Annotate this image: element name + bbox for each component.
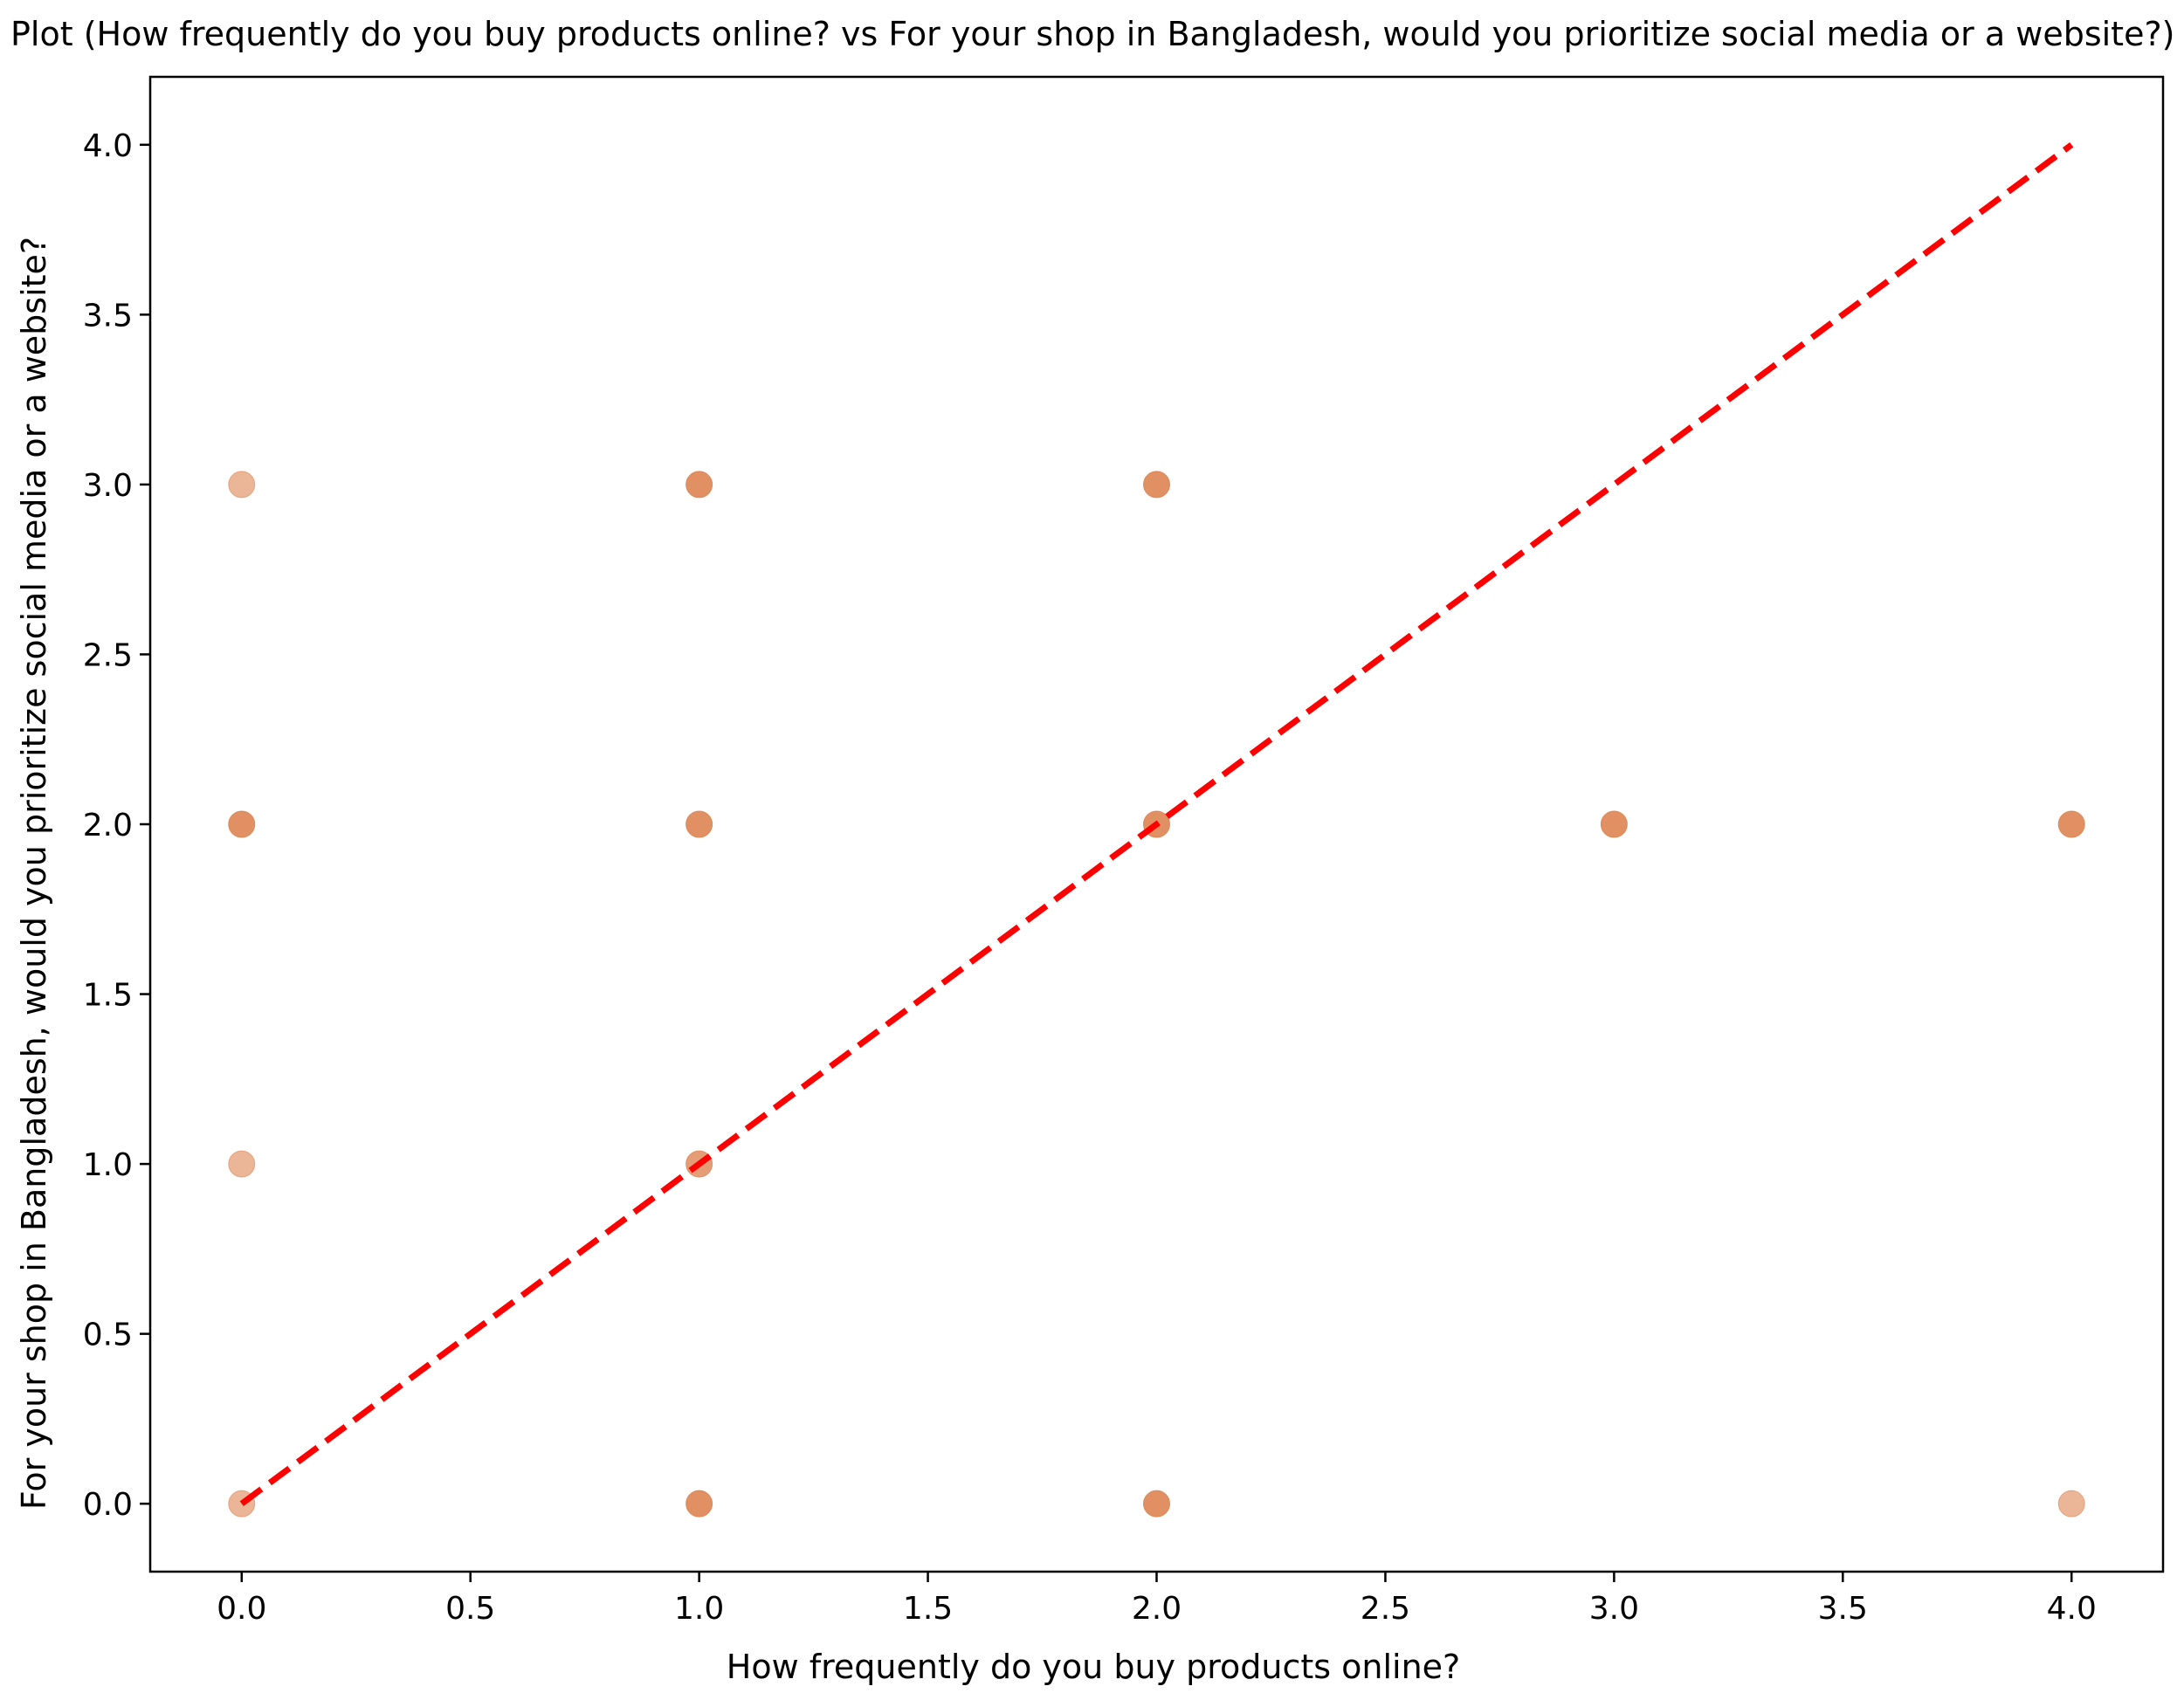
x-tick-label: 2.0: [1132, 1591, 1182, 1627]
y-tick-label: 1.0: [83, 1147, 133, 1183]
y-tick-label: 3.0: [83, 468, 133, 504]
scatter-point: [1600, 810, 1628, 838]
y-tick-label: 1.5: [83, 978, 133, 1014]
y-tick-label: 0.0: [83, 1487, 133, 1523]
scatter-point: [686, 1490, 713, 1518]
x-tick-label: 3.0: [1589, 1591, 1639, 1627]
x-axis-label: How frequently do you buy products onlin…: [727, 1648, 1460, 1686]
scatter-point: [2057, 810, 2085, 838]
chart-title: Plot (How frequently do you buy products…: [10, 15, 2174, 53]
scatter-point: [228, 810, 256, 838]
x-tick-label: 1.0: [674, 1591, 724, 1627]
scatter-point: [228, 471, 256, 499]
y-axis-ticks: 0.0 0.5 1.0 1.5 2.0 2.5 3.0 3.5 4.0: [83, 128, 150, 1523]
scatter-point: [686, 810, 713, 838]
y-axis-label: For your shop in Bangladesh, would you p…: [15, 237, 53, 1510]
x-tick-label: 4.0: [2047, 1591, 2097, 1627]
reference-line-group: [239, 142, 2074, 1506]
y-tick-label: 3.5: [83, 298, 133, 334]
y-tick-label: 0.5: [83, 1318, 133, 1353]
x-tick-label: 0.5: [445, 1591, 495, 1627]
scatter-point: [2057, 1490, 2085, 1518]
scatter-point: [1143, 471, 1170, 499]
scatter-point: [1143, 1490, 1170, 1518]
x-axis-ticks: 0.0 0.5 1.0 1.5 2.0 2.5 3.0 3.5 4.0: [217, 1572, 2097, 1627]
data-points: [228, 471, 2085, 1518]
y-tick-label: 4.0: [83, 128, 133, 164]
x-tick-label: 3.5: [1818, 1591, 1868, 1627]
scatter-point: [228, 1150, 256, 1178]
y-tick-label: 2.0: [83, 808, 133, 843]
x-tick-label: 2.5: [1361, 1591, 1410, 1627]
scatter-point: [686, 471, 713, 499]
x-tick-label: 0.0: [217, 1591, 266, 1627]
y-tick-label: 2.5: [83, 637, 133, 673]
reference-line: [239, 142, 2074, 1506]
x-tick-label: 1.5: [903, 1591, 953, 1627]
